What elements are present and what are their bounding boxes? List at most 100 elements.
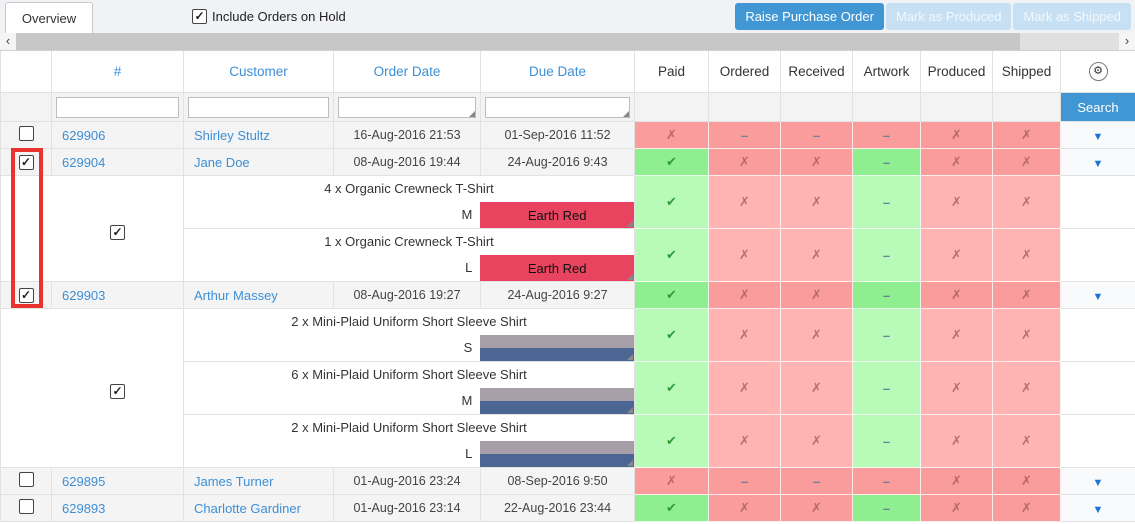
line-item-cell: 4 x Organic Crewneck T-Shirt M Earth Red	[184, 176, 635, 229]
due-date-value: 24-Aug-2016 9:43	[481, 149, 635, 176]
status-cell-received: ✗	[781, 309, 853, 362]
cross-icon: ✗	[1021, 194, 1032, 209]
status-cell-ordered: ✗	[709, 495, 781, 522]
customer-link[interactable]: Arthur Massey	[184, 282, 334, 309]
order-checkbox[interactable]: ✓	[18, 155, 34, 170]
customer-link[interactable]: James Turner	[184, 468, 334, 495]
dash-icon: –	[812, 473, 821, 489]
filter-cell-empty	[993, 93, 1061, 122]
cross-icon: ✗	[951, 247, 962, 262]
resize-grip-icon[interactable]	[623, 110, 629, 117]
line-items-checkbox[interactable]: ✓	[110, 384, 125, 399]
order-id-link[interactable]: 629903	[52, 282, 184, 309]
line-item-cell: 2 x Mini-Plaid Uniform Short Sleeve Shir…	[184, 415, 635, 468]
order-id-link[interactable]: 629906	[52, 122, 184, 149]
status-cell-produced: ✗	[921, 468, 993, 495]
due-date-filter-input[interactable]	[485, 96, 630, 118]
column-header-customer[interactable]: Customer	[184, 51, 334, 93]
dash-icon: –	[882, 154, 891, 170]
caret-down-icon[interactable]: ▼	[1092, 130, 1104, 143]
dash-icon: –	[882, 380, 891, 396]
order-date-value: 01-Aug-2016 23:24	[334, 468, 481, 495]
order-checkbox[interactable]: ✓	[18, 288, 34, 303]
customer-filter-input[interactable]	[188, 96, 329, 118]
column-header-settings[interactable]: ⚙	[1061, 51, 1135, 93]
caret-down-icon[interactable]: ▼	[1092, 476, 1104, 489]
column-header-order-date[interactable]: Order Date	[334, 51, 481, 93]
cross-icon: ✗	[666, 127, 677, 142]
dash-icon: –	[740, 127, 749, 143]
gear-icon[interactable]: ⚙	[1088, 62, 1108, 81]
column-header-number[interactable]: #	[52, 51, 184, 93]
column-header-paid: Paid	[635, 51, 709, 93]
order-date-filter-input[interactable]	[338, 96, 476, 118]
include-orders-label: Include Orders on Hold	[212, 9, 346, 24]
swatch-color-band	[480, 348, 634, 361]
order-checkbox[interactable]	[18, 126, 34, 141]
cross-icon: ✗	[739, 287, 750, 302]
status-cell-produced: ✗	[921, 149, 993, 176]
status-cell-ordered: ✗	[709, 176, 781, 229]
order-id-link[interactable]: 629893	[52, 495, 184, 522]
line-item-actions-cell	[1061, 362, 1135, 415]
cross-icon: ✗	[951, 380, 962, 395]
color-swatch: Earth Red	[480, 202, 634, 228]
status-cell-ordered: ✗	[709, 149, 781, 176]
line-item-size: M	[461, 393, 473, 408]
tab-overview[interactable]: Overview	[5, 2, 93, 33]
line-item-detail-row: S	[184, 335, 634, 361]
include-orders-on-hold: ✓ Include Orders on Hold	[192, 0, 346, 33]
line-item-row: 1 x Organic Crewneck T-Shirt L Earth Red ✔ ✗…	[1, 229, 1135, 282]
raise-purchase-order-button[interactable]: Raise Purchase Order	[735, 3, 884, 30]
dash-icon: –	[812, 127, 821, 143]
order-id-link[interactable]: 629895	[52, 468, 184, 495]
status-cell-received: ✗	[781, 149, 853, 176]
filter-cell-empty	[635, 93, 709, 122]
cross-icon: ✗	[811, 154, 822, 169]
customer-link[interactable]: Shirley Stultz	[184, 122, 334, 149]
column-header-due-date[interactable]: Due Date	[481, 51, 635, 93]
caret-down-icon[interactable]: ▼	[1092, 157, 1104, 170]
order-actions-cell: ▼	[1061, 468, 1135, 495]
caret-down-icon[interactable]: ▼	[1092, 503, 1104, 516]
filter-cell-empty	[921, 93, 993, 122]
scroll-left-icon[interactable]: ‹	[0, 33, 16, 50]
order-checkbox[interactable]	[18, 472, 34, 487]
cross-icon: ✗	[1021, 154, 1032, 169]
swatch-label: Earth Red	[480, 202, 634, 228]
mark-as-produced-button[interactable]: Mark as Produced	[885, 3, 1012, 30]
line-item-row: ✓ 2 x Mini-Plaid Uniform Short Sleeve Shi…	[1, 309, 1135, 468]
mark-as-shipped-button[interactable]: Mark as Shipped	[1013, 3, 1131, 30]
order-row: 629895 James Turner 01-Aug-2016 23:24 08-Se…	[1, 468, 1135, 495]
line-items-checkbox[interactable]: ✓	[110, 224, 125, 240]
status-cell-received: –	[781, 122, 853, 149]
resize-grip-icon[interactable]	[469, 110, 475, 117]
order-select-cell	[1, 468, 52, 495]
dash-icon: –	[882, 473, 891, 489]
scrollbar-thumb[interactable]	[16, 33, 1020, 50]
filter-cell-number	[52, 93, 184, 122]
status-cell-produced: ✗	[921, 229, 993, 282]
include-orders-checkbox[interactable]: ✓	[192, 9, 207, 24]
scroll-right-icon[interactable]: ›	[1119, 33, 1135, 50]
status-cell-received: ✗	[781, 282, 853, 309]
cross-icon: ✗	[739, 380, 750, 395]
customer-link[interactable]: Charlotte Gardiner	[184, 495, 334, 522]
customer-link[interactable]: Jane Doe	[184, 149, 334, 176]
cross-icon: ✗	[739, 327, 750, 342]
top-toolbar: Overview ✓ Include Orders on Hold Raise …	[0, 0, 1135, 33]
horizontal-scrollbar[interactable]: ‹ ›	[0, 33, 1135, 51]
filter-cell-order-date	[334, 93, 481, 122]
tab-overview-label: Overview	[21, 10, 77, 26]
caret-down-icon[interactable]: ▼	[1092, 290, 1104, 303]
order-checkbox[interactable]	[18, 499, 34, 514]
number-filter-input[interactable]	[56, 96, 179, 118]
line-items-select-cell: ✓	[1, 309, 184, 468]
dash-icon: –	[882, 433, 891, 449]
status-cell-artwork: –	[853, 468, 921, 495]
column-header-produced: Produced	[921, 51, 993, 93]
search-button[interactable]: Search	[1061, 93, 1135, 121]
order-id-link[interactable]: 629904	[52, 149, 184, 176]
cross-icon: ✗	[811, 433, 822, 448]
line-item-actions-cell	[1061, 176, 1135, 229]
